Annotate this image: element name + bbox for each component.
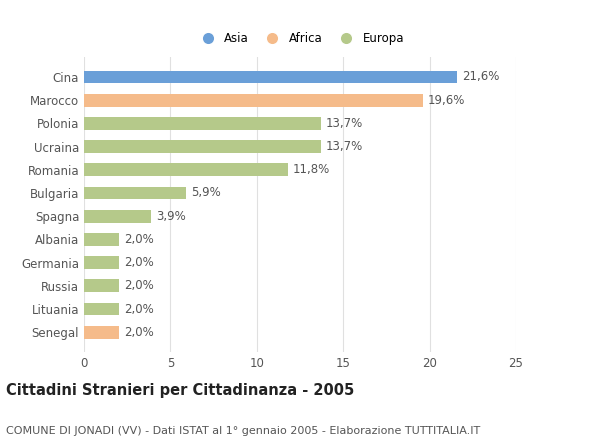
Bar <box>84 256 119 269</box>
Text: COMUNE DI JONADI (VV) - Dati ISTAT al 1° gennaio 2005 - Elaborazione TUTTITALIA.: COMUNE DI JONADI (VV) - Dati ISTAT al 1°… <box>6 425 480 436</box>
Bar <box>84 233 119 246</box>
Text: 19,6%: 19,6% <box>428 94 465 106</box>
Bar <box>84 94 422 106</box>
Bar <box>84 279 119 292</box>
Text: 13,7%: 13,7% <box>326 117 363 130</box>
Bar <box>84 187 186 199</box>
Text: 13,7%: 13,7% <box>326 140 363 153</box>
Text: 5,9%: 5,9% <box>191 187 221 199</box>
Text: 2,0%: 2,0% <box>124 233 154 246</box>
Text: 3,9%: 3,9% <box>157 210 187 223</box>
Bar <box>84 210 151 223</box>
Text: 2,0%: 2,0% <box>124 256 154 269</box>
Bar <box>84 163 288 176</box>
Text: 2,0%: 2,0% <box>124 279 154 292</box>
Legend: Asia, Africa, Europa: Asia, Africa, Europa <box>191 28 409 50</box>
Bar <box>84 326 119 339</box>
Text: 21,6%: 21,6% <box>463 70 500 84</box>
Bar <box>84 117 321 130</box>
Bar <box>84 70 457 83</box>
Text: Cittadini Stranieri per Cittadinanza - 2005: Cittadini Stranieri per Cittadinanza - 2… <box>6 383 354 398</box>
Text: 2,0%: 2,0% <box>124 326 154 339</box>
Bar <box>84 303 119 315</box>
Text: 11,8%: 11,8% <box>293 163 331 176</box>
Text: 2,0%: 2,0% <box>124 303 154 315</box>
Bar <box>84 140 321 153</box>
